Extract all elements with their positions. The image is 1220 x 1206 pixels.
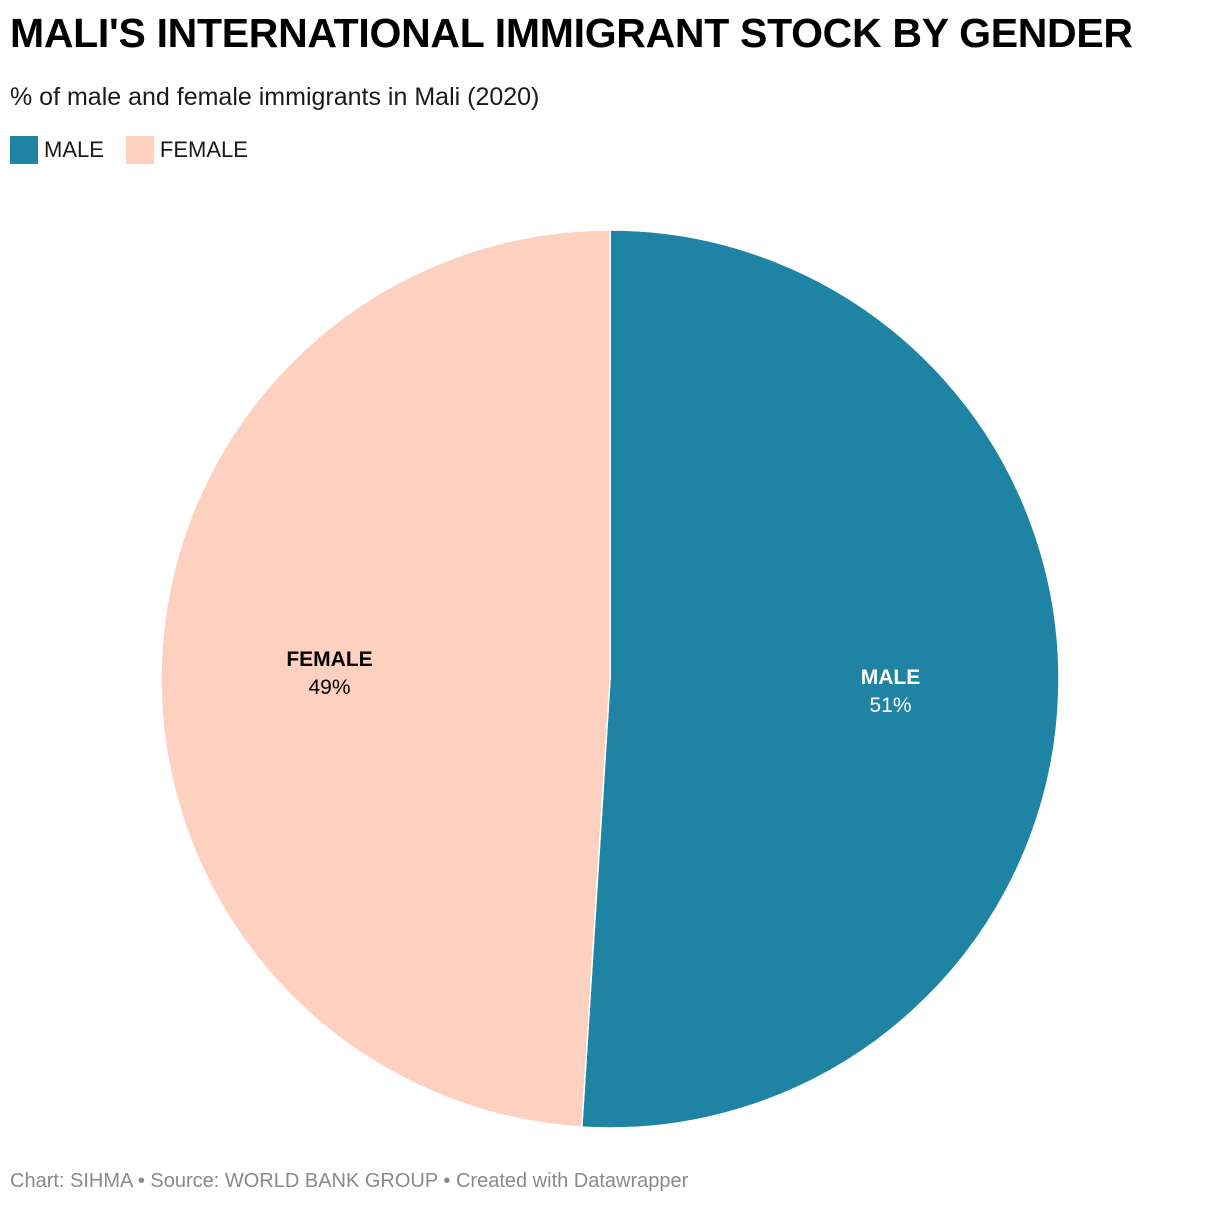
chart-subtitle: % of male and female immigrants in Mali … xyxy=(10,83,540,111)
chart-footer: Chart: SIHMA • Source: WORLD BANK GROUP … xyxy=(10,1170,689,1192)
slice-value-female: 49% xyxy=(308,676,350,699)
chart-title: MALI'S INTERNATIONAL IMMIGRANT STOCK BY … xyxy=(10,10,1133,56)
pie-slice-male xyxy=(581,229,1060,1129)
legend-swatch-male xyxy=(10,136,38,164)
legend-label-female: FEMALE xyxy=(159,137,248,162)
legend-item-male: MALE xyxy=(10,136,104,164)
slice-value-male: 51% xyxy=(869,694,911,717)
legend: MALE FEMALE xyxy=(10,136,248,164)
legend-swatch-female xyxy=(125,136,154,164)
slice-label-male: MALE xyxy=(861,666,921,689)
slice-label-female: FEMALE xyxy=(286,648,372,671)
legend-item-female: FEMALE xyxy=(125,136,248,164)
pie-slice-female xyxy=(160,229,611,1128)
legend-label-male: MALE xyxy=(44,137,104,162)
